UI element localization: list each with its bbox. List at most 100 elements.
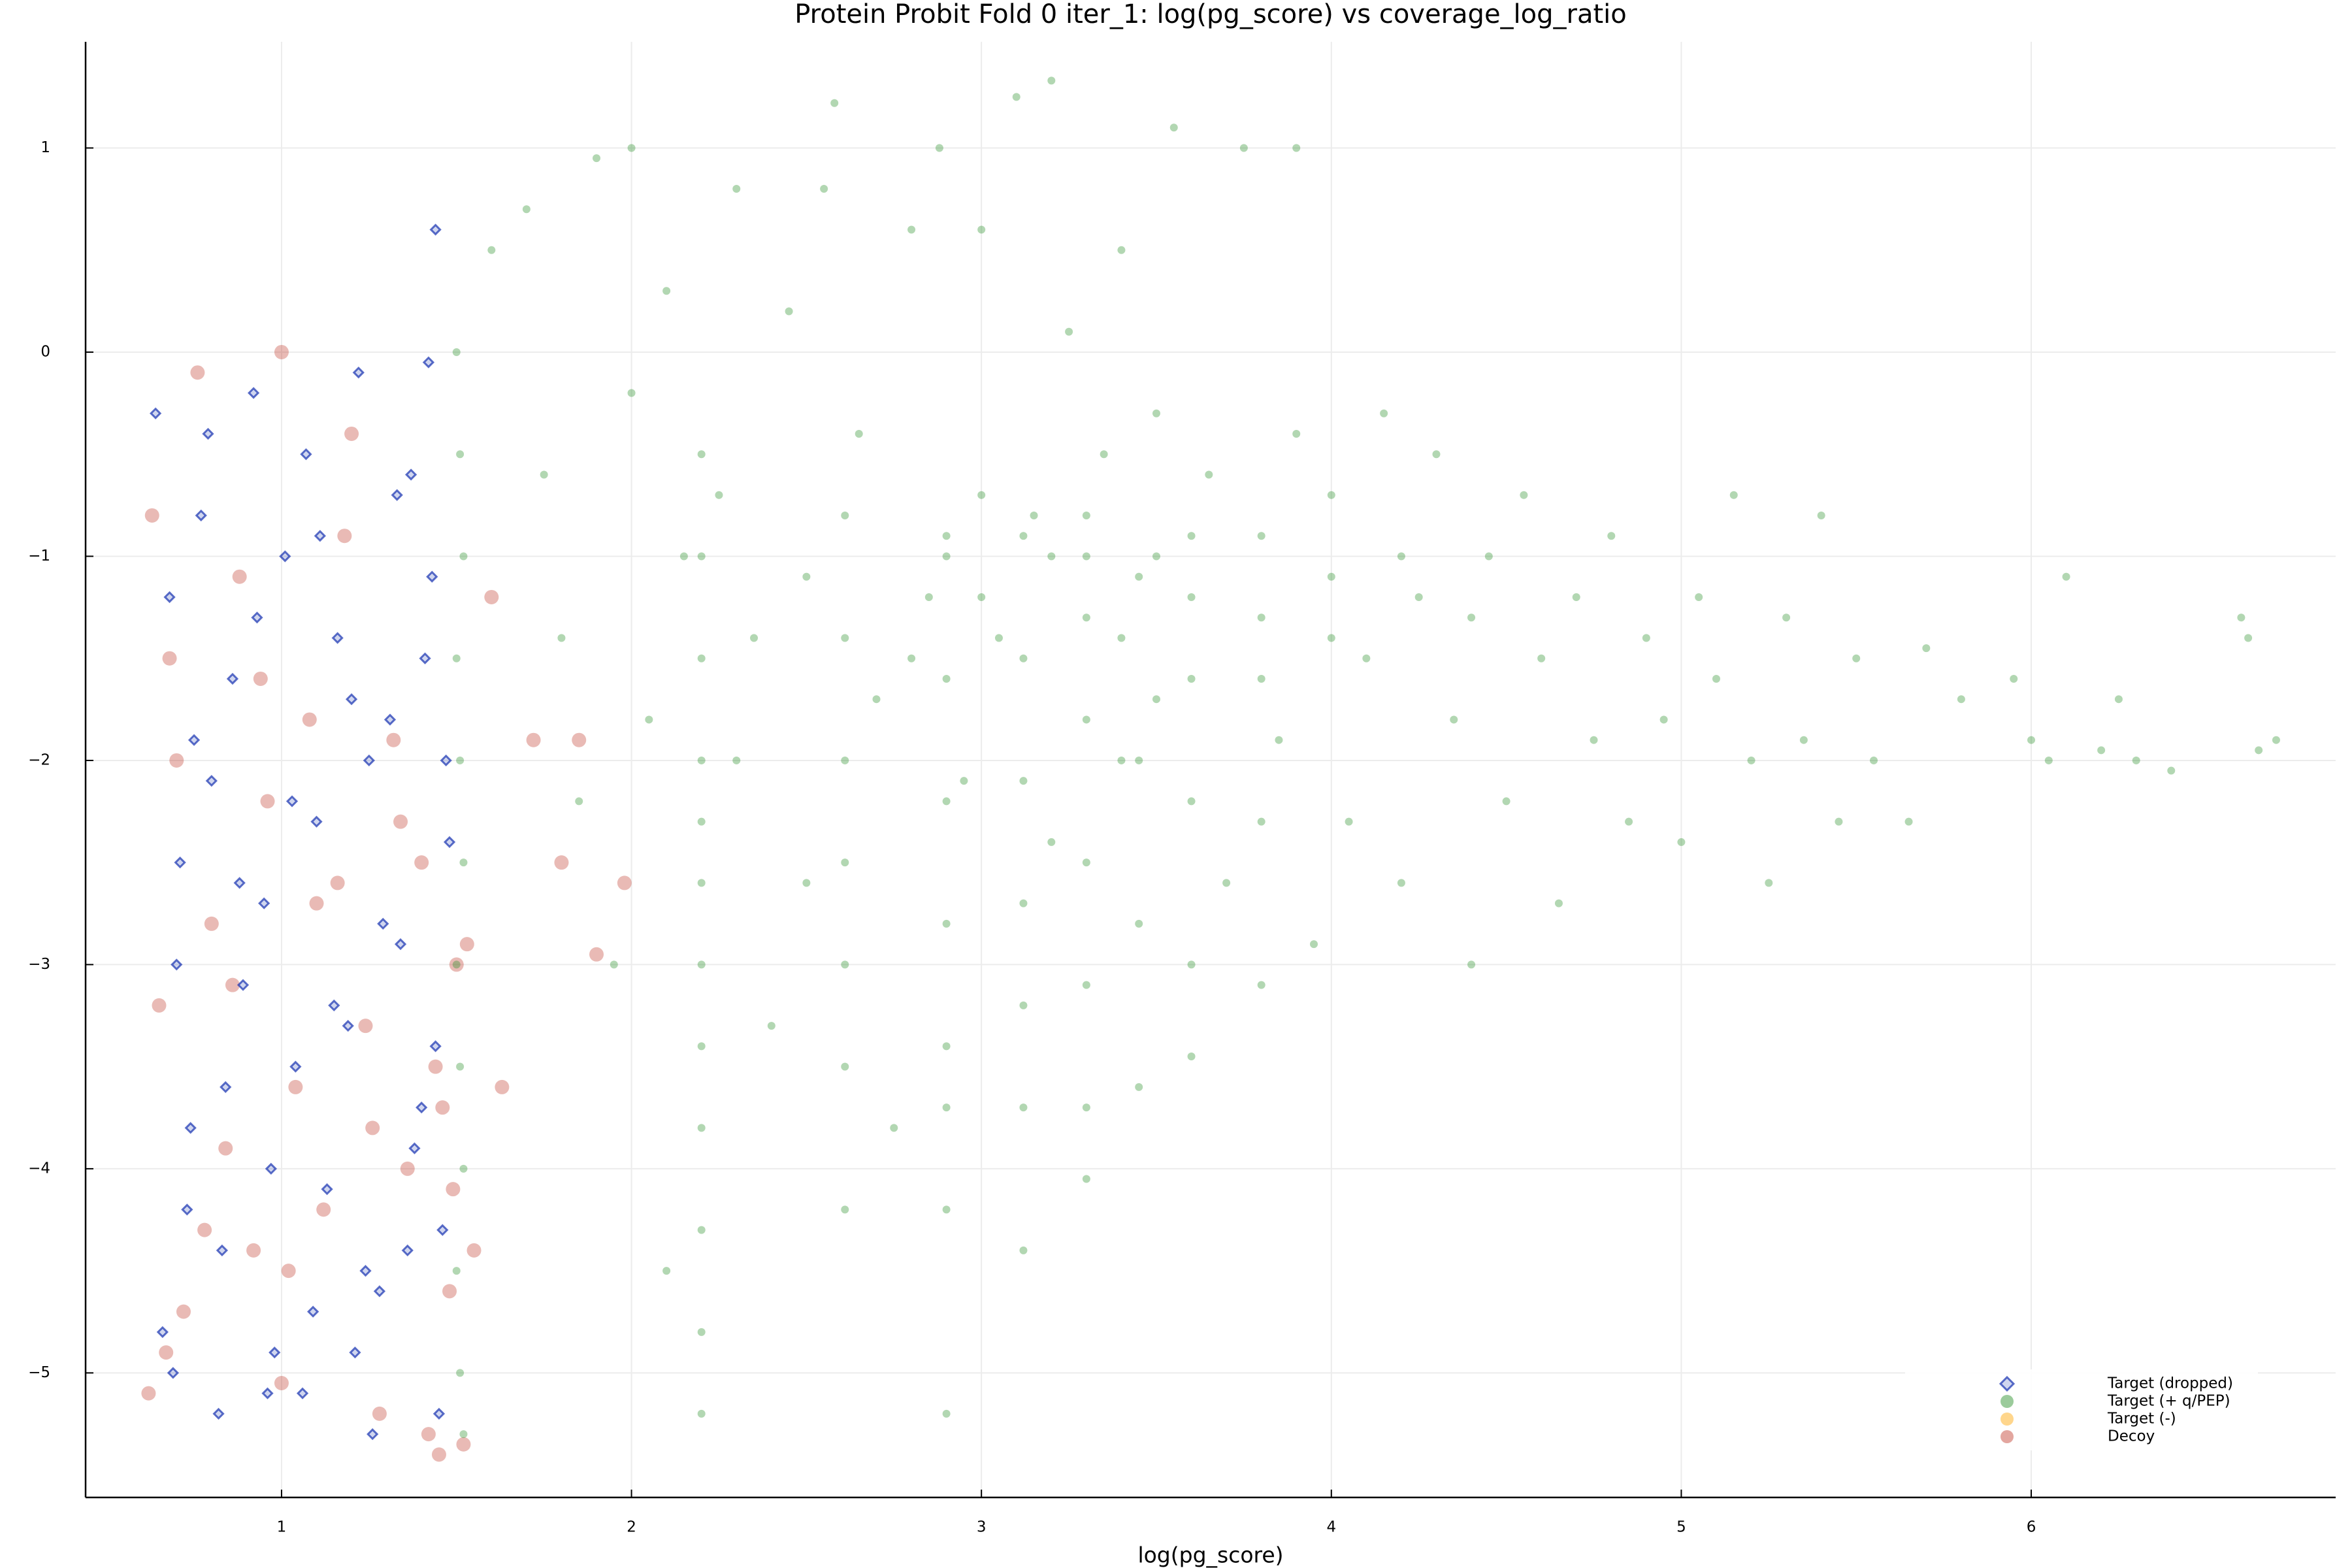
point bbox=[1554, 899, 1563, 907]
point bbox=[1012, 93, 1021, 101]
legend-marker bbox=[2001, 1430, 2014, 1443]
point bbox=[1082, 981, 1090, 989]
point bbox=[433, 1407, 446, 1420]
point bbox=[1590, 736, 1598, 744]
point bbox=[372, 1406, 387, 1421]
point bbox=[1082, 858, 1090, 867]
point bbox=[697, 756, 706, 764]
point bbox=[1380, 409, 1388, 417]
point bbox=[1082, 1103, 1090, 1112]
point bbox=[337, 529, 352, 544]
point bbox=[1047, 76, 1056, 85]
point bbox=[1432, 450, 1441, 459]
x-tick-label: 4 bbox=[1326, 1519, 1336, 1536]
point bbox=[429, 1040, 442, 1053]
point bbox=[697, 450, 706, 459]
point bbox=[1019, 899, 1028, 907]
point bbox=[841, 634, 849, 642]
point bbox=[750, 634, 759, 642]
point bbox=[1520, 491, 1528, 499]
point bbox=[452, 348, 461, 356]
point bbox=[212, 1407, 225, 1420]
legend-label: Target (dropped) bbox=[2107, 1375, 2233, 1392]
point bbox=[394, 938, 407, 951]
point bbox=[522, 205, 531, 214]
point bbox=[942, 552, 951, 561]
point bbox=[1152, 409, 1160, 417]
point bbox=[296, 1387, 309, 1399]
point bbox=[416, 1102, 428, 1114]
point bbox=[1117, 756, 1126, 764]
point bbox=[1082, 613, 1090, 622]
point bbox=[279, 550, 291, 563]
point bbox=[1019, 777, 1028, 785]
series bbox=[150, 223, 456, 1441]
point bbox=[2062, 572, 2070, 581]
point bbox=[977, 225, 986, 234]
y-tick-label: 0 bbox=[41, 343, 50, 360]
point bbox=[1275, 736, 1283, 744]
point bbox=[1117, 634, 1126, 642]
point bbox=[1065, 327, 1073, 336]
legend-marker bbox=[2001, 1395, 2014, 1408]
point bbox=[627, 389, 636, 397]
point bbox=[1152, 695, 1160, 704]
point bbox=[662, 1267, 671, 1275]
point bbox=[300, 448, 312, 461]
point bbox=[197, 1222, 212, 1237]
point bbox=[617, 875, 632, 890]
point bbox=[1922, 644, 1931, 653]
point bbox=[1117, 246, 1126, 254]
point bbox=[841, 1205, 849, 1214]
point bbox=[156, 1326, 169, 1339]
point bbox=[1397, 879, 1405, 887]
point bbox=[1292, 144, 1301, 152]
point bbox=[1019, 532, 1028, 540]
point bbox=[274, 1376, 289, 1391]
point bbox=[274, 344, 289, 359]
point bbox=[195, 509, 207, 522]
legend-label: Target (-) bbox=[2107, 1411, 2176, 1428]
point bbox=[484, 589, 499, 604]
point bbox=[2010, 674, 2018, 683]
point bbox=[960, 777, 968, 785]
point bbox=[907, 654, 916, 662]
point bbox=[309, 896, 324, 911]
point bbox=[1695, 593, 1703, 601]
point bbox=[2132, 756, 2140, 764]
point bbox=[1292, 429, 1301, 438]
point bbox=[232, 569, 247, 584]
point bbox=[171, 958, 183, 971]
point bbox=[386, 732, 401, 747]
point bbox=[233, 877, 246, 889]
point bbox=[459, 552, 468, 561]
point bbox=[935, 144, 943, 152]
legend-label: Target (+ q/PEP) bbox=[2107, 1393, 2230, 1410]
point bbox=[554, 855, 569, 870]
point bbox=[421, 1427, 436, 1442]
point bbox=[162, 651, 177, 666]
legend-marker bbox=[1999, 1375, 2016, 1392]
point bbox=[1082, 511, 1090, 519]
point bbox=[321, 1183, 333, 1196]
point bbox=[401, 1244, 414, 1257]
point bbox=[152, 998, 167, 1013]
point bbox=[225, 977, 240, 992]
x-tick-label: 2 bbox=[627, 1519, 636, 1536]
point bbox=[820, 184, 828, 193]
point bbox=[289, 1060, 302, 1073]
point bbox=[310, 815, 323, 828]
point bbox=[1187, 593, 1196, 601]
point bbox=[855, 429, 863, 438]
point bbox=[942, 919, 951, 928]
point bbox=[2167, 766, 2176, 775]
point bbox=[994, 634, 1003, 642]
point bbox=[942, 1042, 951, 1051]
point bbox=[1030, 511, 1038, 519]
point bbox=[349, 1347, 361, 1359]
legend-marker bbox=[2001, 1413, 2014, 1426]
point bbox=[265, 1162, 277, 1175]
point bbox=[697, 879, 706, 887]
point bbox=[1450, 715, 1458, 724]
point bbox=[419, 652, 431, 664]
